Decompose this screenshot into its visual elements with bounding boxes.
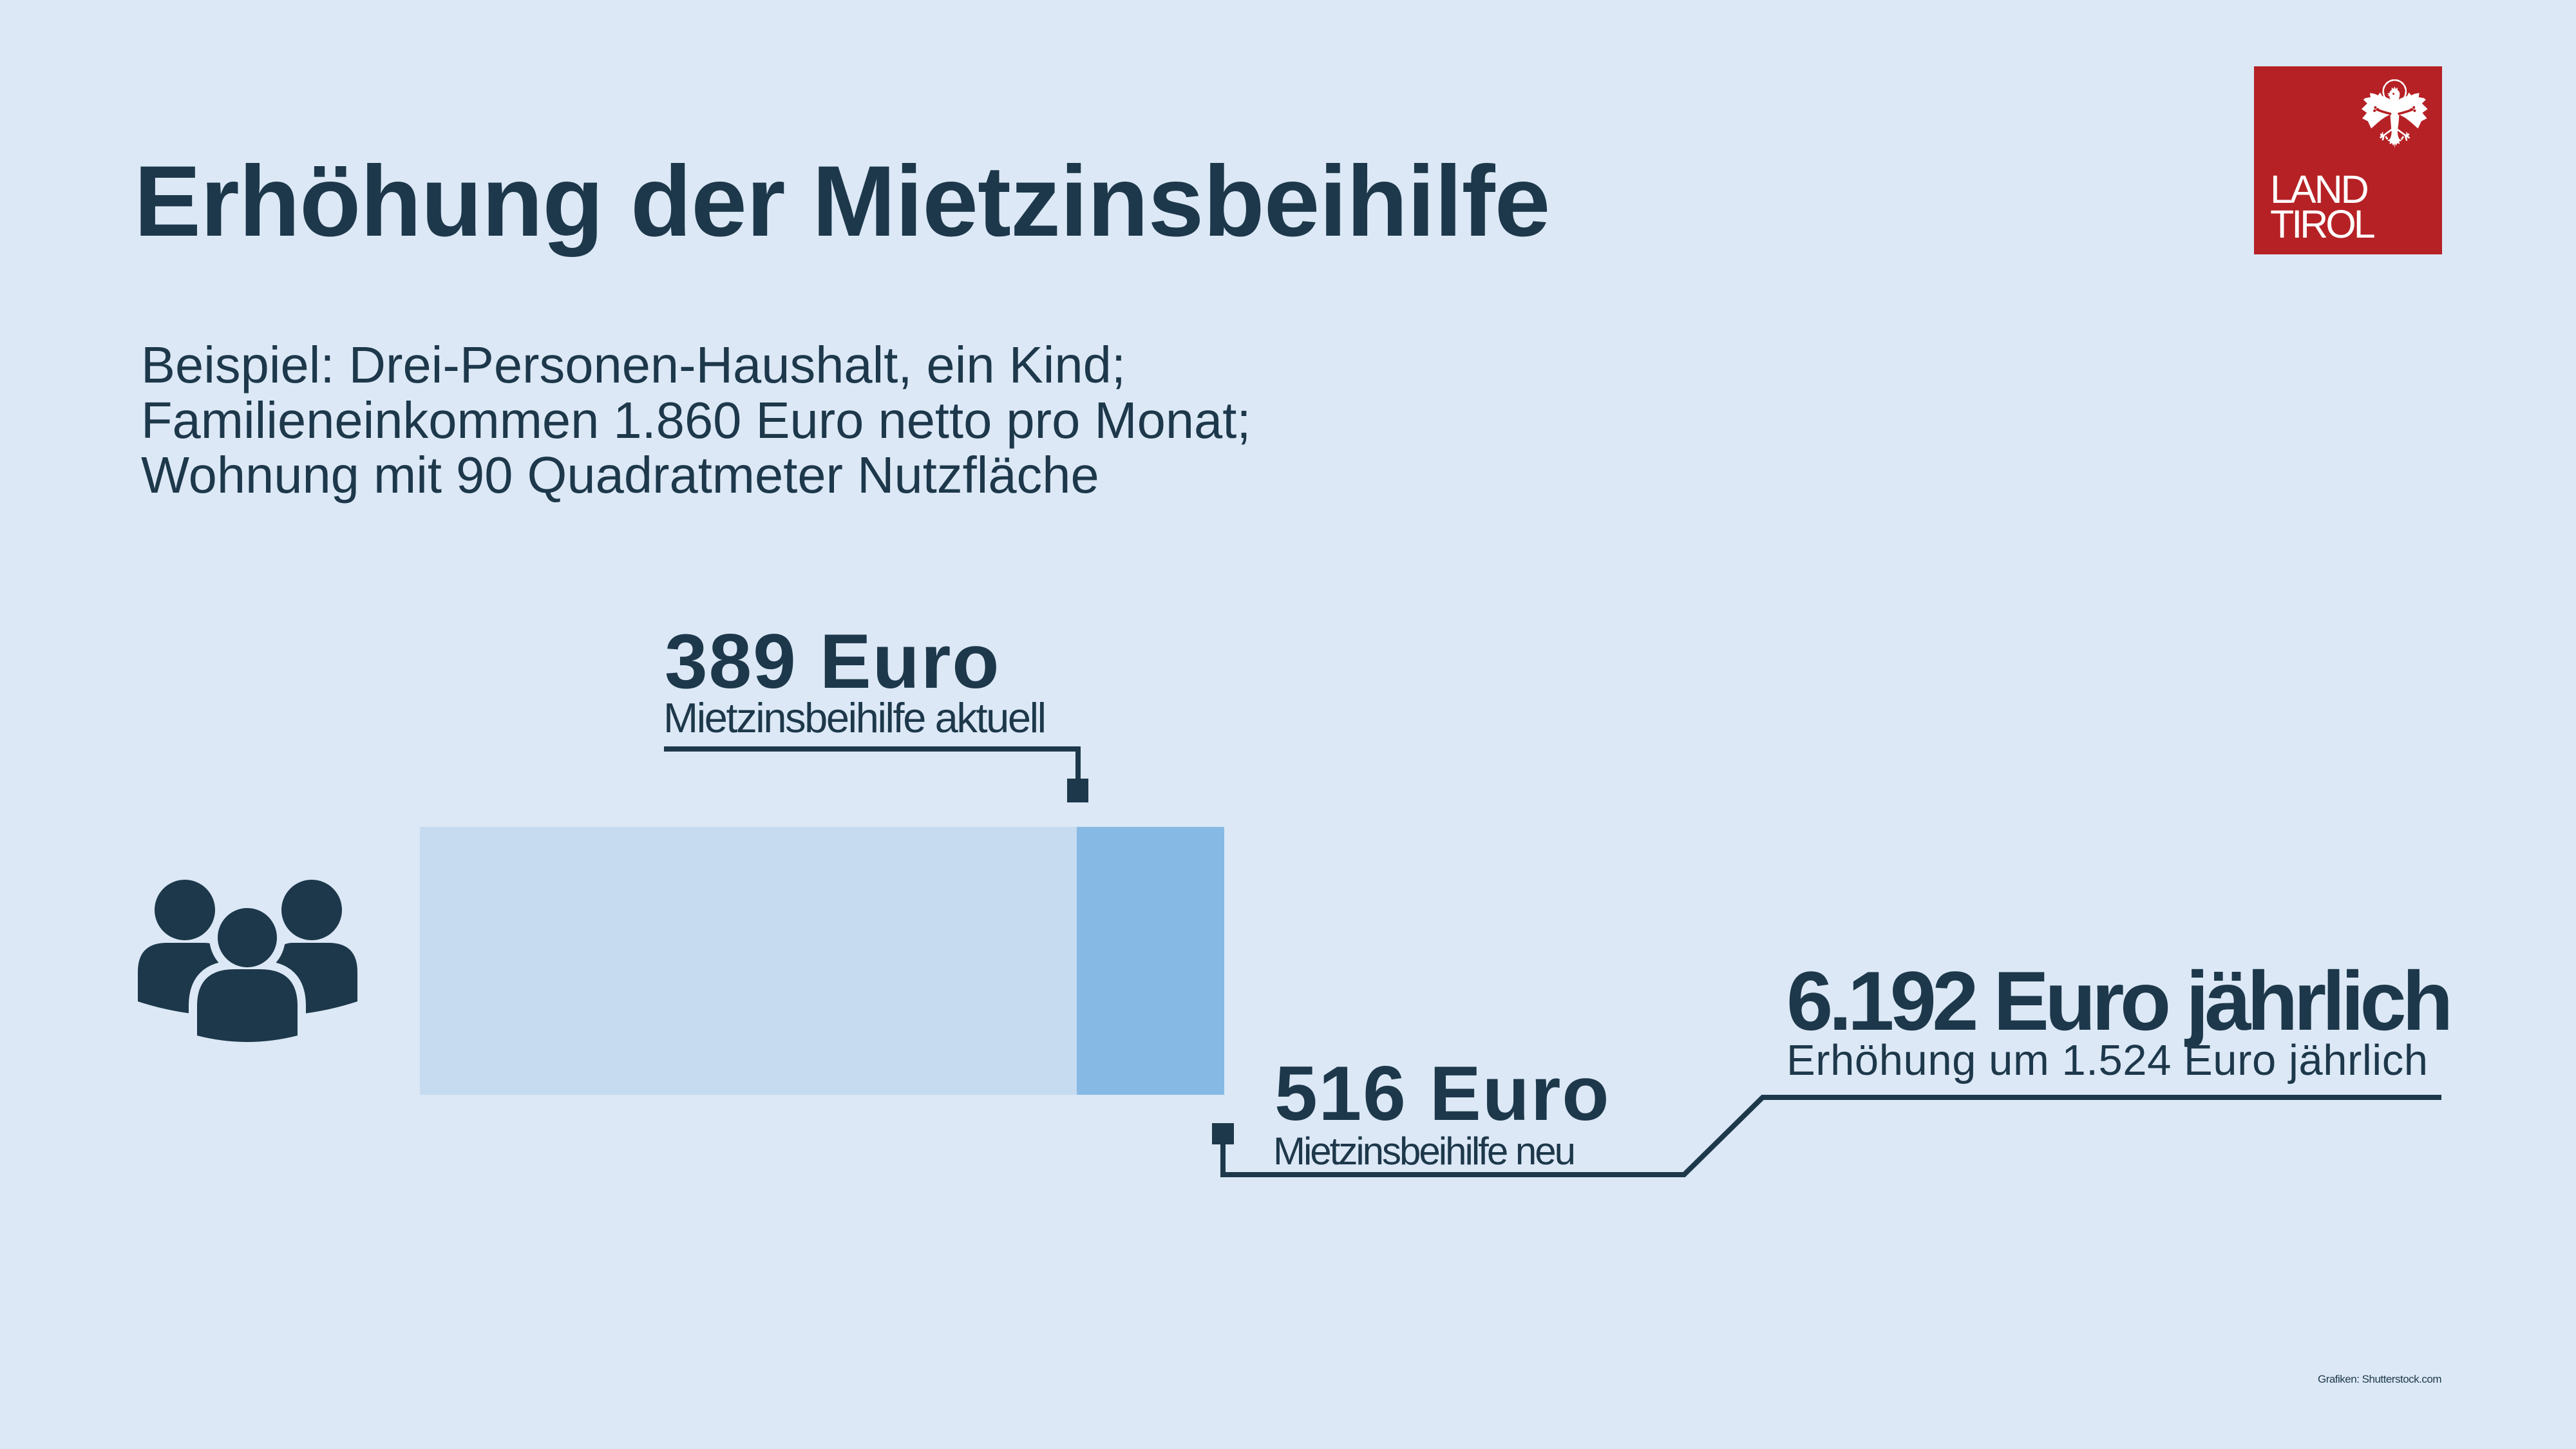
svg-text:LAND: LAND bbox=[2270, 167, 2368, 211]
svg-text:TIROL: TIROL bbox=[2270, 202, 2374, 246]
